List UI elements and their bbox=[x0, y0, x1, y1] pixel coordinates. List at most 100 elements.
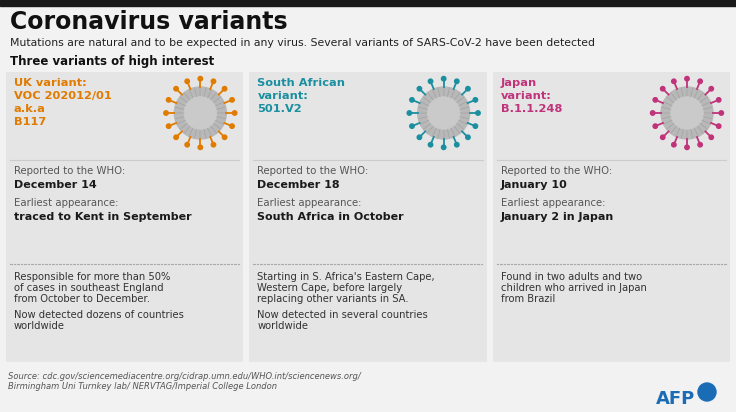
Circle shape bbox=[466, 87, 470, 91]
Text: variant:: variant: bbox=[500, 91, 551, 101]
Text: Three variants of high interest: Three variants of high interest bbox=[10, 55, 214, 68]
Text: from Brazil: from Brazil bbox=[500, 294, 555, 304]
Text: Now detected dozens of countries: Now detected dozens of countries bbox=[14, 310, 184, 320]
Circle shape bbox=[672, 143, 676, 147]
Circle shape bbox=[174, 87, 178, 91]
Text: Earliest appearance:: Earliest appearance: bbox=[500, 198, 605, 208]
Text: Starting in S. Africa's Eastern Cape,: Starting in S. Africa's Eastern Cape, bbox=[258, 272, 435, 282]
Circle shape bbox=[211, 79, 216, 84]
Text: Reported to the WHO:: Reported to the WHO: bbox=[500, 166, 612, 176]
Circle shape bbox=[661, 87, 713, 139]
Circle shape bbox=[672, 79, 676, 84]
FancyBboxPatch shape bbox=[6, 72, 244, 362]
Circle shape bbox=[174, 135, 178, 140]
Circle shape bbox=[198, 145, 202, 150]
Circle shape bbox=[222, 135, 227, 140]
Circle shape bbox=[166, 98, 171, 102]
Text: Earliest appearance:: Earliest appearance: bbox=[14, 198, 118, 208]
Circle shape bbox=[719, 111, 723, 115]
Circle shape bbox=[698, 79, 702, 84]
Bar bbox=[0, 0, 736, 6]
FancyBboxPatch shape bbox=[250, 72, 486, 362]
Circle shape bbox=[717, 98, 721, 102]
Circle shape bbox=[442, 77, 446, 81]
Text: January 10: January 10 bbox=[500, 180, 567, 190]
Circle shape bbox=[198, 77, 202, 81]
Circle shape bbox=[717, 124, 721, 129]
Text: replacing other variants in SA.: replacing other variants in SA. bbox=[258, 294, 409, 304]
Text: a.k.a: a.k.a bbox=[14, 104, 46, 114]
Circle shape bbox=[417, 135, 422, 140]
Text: Responsible for more than 50%: Responsible for more than 50% bbox=[14, 272, 170, 282]
Circle shape bbox=[410, 98, 414, 102]
Text: 501.V2: 501.V2 bbox=[258, 104, 302, 114]
Circle shape bbox=[185, 79, 189, 84]
Circle shape bbox=[428, 97, 460, 129]
Text: Western Cape, before largely: Western Cape, before largely bbox=[258, 283, 403, 293]
Text: Found in two adults and two: Found in two adults and two bbox=[500, 272, 642, 282]
Text: Now detected in several countries: Now detected in several countries bbox=[258, 310, 428, 320]
Circle shape bbox=[230, 124, 234, 129]
Circle shape bbox=[466, 135, 470, 140]
Circle shape bbox=[653, 98, 657, 102]
Circle shape bbox=[475, 111, 480, 115]
Text: Mutations are natural and to be expected in any virus. Several variants of SARS-: Mutations are natural and to be expected… bbox=[10, 38, 595, 48]
Text: B.1.1.248: B.1.1.248 bbox=[500, 104, 562, 114]
Circle shape bbox=[684, 77, 689, 81]
Circle shape bbox=[428, 143, 433, 147]
Text: worldwide: worldwide bbox=[14, 321, 65, 331]
Text: Reported to the WHO:: Reported to the WHO: bbox=[258, 166, 369, 176]
Text: South Africa in October: South Africa in October bbox=[258, 212, 404, 222]
Circle shape bbox=[211, 143, 216, 147]
Circle shape bbox=[473, 98, 478, 102]
Text: January 2 in Japan: January 2 in Japan bbox=[500, 212, 614, 222]
Text: Source: cdc.gov/sciencemediacentre.org/cidrap.umn.edu/WHO.int/sciencenews.org/: Source: cdc.gov/sciencemediacentre.org/c… bbox=[8, 372, 361, 381]
Circle shape bbox=[185, 143, 189, 147]
Text: VOC 202012/01: VOC 202012/01 bbox=[14, 91, 112, 101]
Text: Earliest appearance:: Earliest appearance: bbox=[258, 198, 361, 208]
Text: Japan: Japan bbox=[500, 78, 537, 88]
Circle shape bbox=[233, 111, 237, 115]
Circle shape bbox=[164, 111, 169, 115]
Circle shape bbox=[709, 135, 713, 140]
FancyBboxPatch shape bbox=[492, 72, 730, 362]
Circle shape bbox=[455, 143, 459, 147]
Circle shape bbox=[473, 124, 478, 129]
Circle shape bbox=[653, 124, 657, 129]
Text: children who arrived in Japan: children who arrived in Japan bbox=[500, 283, 646, 293]
Circle shape bbox=[174, 87, 227, 139]
Circle shape bbox=[410, 124, 414, 129]
Circle shape bbox=[709, 87, 713, 91]
Circle shape bbox=[660, 87, 665, 91]
Circle shape bbox=[660, 135, 665, 140]
Text: December 18: December 18 bbox=[258, 180, 340, 190]
Text: Reported to the WHO:: Reported to the WHO: bbox=[14, 166, 125, 176]
Text: South African: South African bbox=[258, 78, 345, 88]
Text: of cases in southeast England: of cases in southeast England bbox=[14, 283, 163, 293]
Text: from October to December.: from October to December. bbox=[14, 294, 150, 304]
Circle shape bbox=[184, 97, 216, 129]
Text: B117: B117 bbox=[14, 117, 46, 127]
Circle shape bbox=[417, 87, 422, 91]
Circle shape bbox=[222, 87, 227, 91]
Text: Birmingham Uni Turnkey lab/ NERVTAG/Imperial College London: Birmingham Uni Turnkey lab/ NERVTAG/Impe… bbox=[8, 382, 277, 391]
Circle shape bbox=[230, 98, 234, 102]
Circle shape bbox=[407, 111, 411, 115]
Circle shape bbox=[684, 145, 689, 150]
Circle shape bbox=[698, 143, 702, 147]
Text: Coronavirus variants: Coronavirus variants bbox=[10, 10, 288, 34]
Text: AFP: AFP bbox=[656, 390, 695, 408]
Circle shape bbox=[428, 79, 433, 84]
Circle shape bbox=[166, 124, 171, 129]
Bar bbox=[0, 362, 736, 412]
Circle shape bbox=[455, 79, 459, 84]
Circle shape bbox=[651, 111, 655, 115]
Text: traced to Kent in September: traced to Kent in September bbox=[14, 212, 191, 222]
Circle shape bbox=[671, 97, 703, 129]
Text: variant:: variant: bbox=[258, 91, 308, 101]
Circle shape bbox=[417, 87, 470, 139]
Text: UK variant:: UK variant: bbox=[14, 78, 87, 88]
Text: worldwide: worldwide bbox=[258, 321, 308, 331]
Text: December 14: December 14 bbox=[14, 180, 96, 190]
Circle shape bbox=[698, 383, 716, 401]
